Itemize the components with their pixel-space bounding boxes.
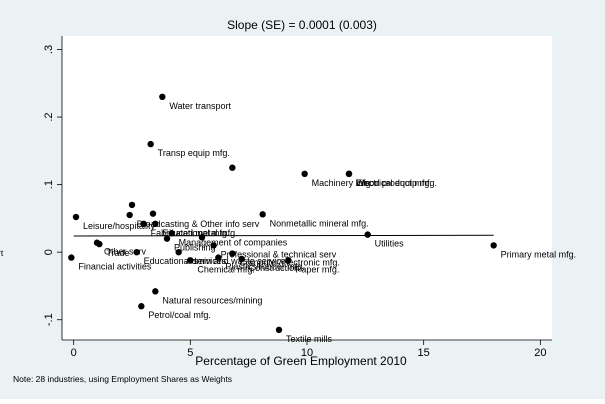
y-tick-label: .1 xyxy=(43,180,55,189)
point-label: Nonmetallic mineral mfg. xyxy=(270,218,369,228)
data-point xyxy=(152,220,159,228)
point-label: Petrol/coal mfg. xyxy=(148,310,211,320)
data-point xyxy=(259,211,266,218)
point-label: Construction xyxy=(249,263,300,273)
chart-title: Slope (SE) = 0.0001 (0.003) xyxy=(227,18,377,32)
data-point xyxy=(490,242,497,249)
point-label: Management of companies xyxy=(179,237,288,247)
point-label: Water transport xyxy=(169,101,231,111)
data-point xyxy=(301,170,308,178)
chart-note: Note: 28 industries, using Employment Sh… xyxy=(13,374,233,384)
data-point xyxy=(140,220,147,228)
plot-area xyxy=(62,36,552,340)
point-label: Transp equip mfg. xyxy=(158,148,230,158)
point-label: Leisure/hospitality xyxy=(83,221,156,231)
point-label: Primary metal mfg. xyxy=(501,249,577,259)
data-point xyxy=(215,254,222,261)
point-label: Other serv xyxy=(104,247,147,257)
y-tick-label: -.1 xyxy=(43,313,55,326)
data-point xyxy=(68,254,75,261)
data-point xyxy=(149,210,157,217)
point-label: Plastics/rubber mfg. xyxy=(225,262,305,272)
point-label: Educational mfg. xyxy=(162,228,229,238)
point-label: Trade xyxy=(106,248,129,258)
point-label: Admin and waste services xyxy=(186,256,291,266)
point-label: Publishing xyxy=(174,243,216,253)
data-point xyxy=(175,248,182,256)
data-point xyxy=(285,257,292,264)
data-point xyxy=(229,250,236,257)
data-point xyxy=(238,255,245,263)
point-label: Broadcasting & Other info serv xyxy=(137,219,260,229)
x-axis-label: Percentage of Green Employment 2010 xyxy=(195,354,407,368)
y-tick-label: .2 xyxy=(43,112,55,121)
x-tick-label: 20 xyxy=(534,347,546,359)
data-point xyxy=(133,248,140,256)
x-tick-label: 5 xyxy=(187,347,193,359)
data-point xyxy=(168,230,175,237)
data-point xyxy=(147,140,154,148)
x-tick-label: 0 xyxy=(71,347,77,359)
data-point xyxy=(159,93,166,101)
data-point xyxy=(364,231,371,238)
y-tick-label: 0 xyxy=(43,249,55,255)
edge-fragment-label: rt xyxy=(0,248,4,258)
point-label: Natural resources/mining xyxy=(162,295,262,305)
point-label: Chemical mfg. xyxy=(197,264,255,274)
point-label: Computer/electronic mfg. xyxy=(239,258,340,268)
data-point xyxy=(198,234,206,241)
data-point xyxy=(72,213,80,221)
point-label: Utilities xyxy=(375,239,405,249)
data-point xyxy=(152,288,159,295)
data-point xyxy=(210,242,217,249)
y-tick-label: .3 xyxy=(43,45,55,54)
data-point xyxy=(187,257,194,264)
point-label: Wood product mfg. xyxy=(356,178,432,188)
point-label: Educational services xyxy=(144,256,227,266)
point-label: Financial activities xyxy=(78,262,152,272)
point-label: Fabricated metal mfg. xyxy=(151,228,238,238)
data-point xyxy=(345,170,353,178)
point-label: Textile mills xyxy=(286,334,333,344)
data-point xyxy=(128,201,136,209)
data-point xyxy=(163,235,171,242)
data-point xyxy=(126,211,133,219)
data-point xyxy=(275,326,283,334)
point-label: Paper mfg. xyxy=(295,264,339,274)
fit-line xyxy=(73,234,494,237)
data-point xyxy=(229,164,236,171)
data-point xyxy=(138,303,145,310)
point-label: Electrical equip mfg. xyxy=(356,178,437,188)
x-tick-label: 10 xyxy=(301,347,313,359)
point-label: Machinery mfg. xyxy=(312,178,374,188)
x-tick-label: 15 xyxy=(418,347,430,359)
data-point xyxy=(96,240,103,248)
point-label: Professional & technical serv xyxy=(221,249,337,259)
